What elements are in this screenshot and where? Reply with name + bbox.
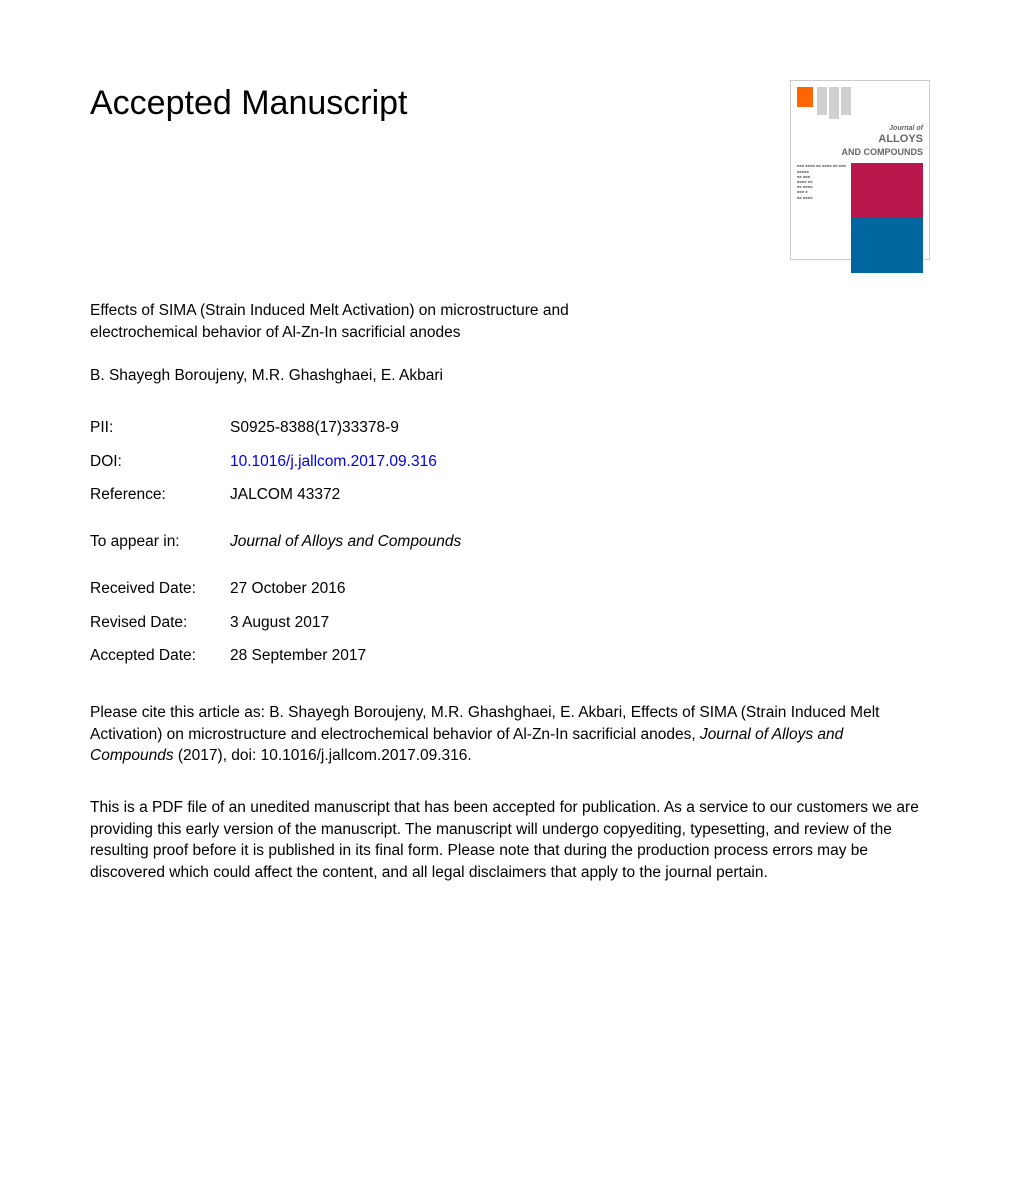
cover-color-block — [851, 163, 923, 273]
page-title: Accepted Manuscript — [90, 80, 408, 128]
pii-value: S0925-8388(17)33378-9 — [230, 417, 399, 439]
doi-link[interactable]: 10.1016/j.jallcom.2017.09.316 — [230, 451, 437, 473]
citation-block: Please cite this article as: B. Shayegh … — [90, 702, 930, 767]
revised-label: Revised Date: — [90, 612, 230, 634]
metadata-row-reference: Reference: JALCOM 43372 — [90, 484, 930, 506]
disclaimer-block: This is a PDF file of an unedited manusc… — [90, 797, 930, 884]
metadata-row-doi: DOI: 10.1016/j.jallcom.2017.09.316 — [90, 451, 930, 473]
reference-label: Reference: — [90, 484, 230, 506]
journal-title-line1: Journal of — [797, 125, 923, 133]
metadata-row-revised: Revised Date: 3 August 2017 — [90, 612, 930, 634]
appear-in-table: To appear in: Journal of Alloys and Comp… — [90, 531, 930, 553]
cover-lower: ■■■ ■■■■ ■■ ■■■■ ■■ ■■■ ■■■■■■■ ■■■■■■■ … — [797, 163, 923, 273]
cover-bar — [817, 87, 827, 115]
metadata-row-received: Received Date: 27 October 2016 — [90, 578, 930, 600]
dates-table: Received Date: 27 October 2016 Revised D… — [90, 578, 930, 667]
metadata-row-appear: To appear in: Journal of Alloys and Comp… — [90, 531, 930, 553]
article-title: Effects of SIMA (Strain Induced Melt Act… — [90, 300, 650, 343]
journal-cover-thumbnail: Journal of ALLOYS AND COMPOUNDS ■■■ ■■■■… — [790, 80, 930, 260]
cover-pink-box — [851, 163, 923, 218]
journal-cover-title: Journal of ALLOYS AND COMPOUNDS — [797, 125, 923, 157]
authors: B. Shayegh Boroujeny, M.R. Ghashghaei, E… — [90, 365, 930, 387]
metadata-row-pii: PII: S0925-8388(17)33378-9 — [90, 417, 930, 439]
metadata-row-accepted: Accepted Date: 28 September 2017 — [90, 645, 930, 667]
cover-bar — [841, 87, 851, 115]
appear-value: Journal of Alloys and Compounds — [230, 531, 461, 553]
elsevier-logo-icon — [797, 87, 813, 107]
cover-text-block: ■■■ ■■■■ ■■ ■■■■ ■■ ■■■ ■■■■■■■ ■■■■■■■ … — [797, 163, 847, 273]
cover-bar — [829, 87, 839, 119]
metadata-table: PII: S0925-8388(17)33378-9 DOI: 10.1016/… — [90, 417, 930, 506]
cover-blue-box — [851, 218, 923, 273]
accepted-label: Accepted Date: — [90, 645, 230, 667]
cover-header — [797, 87, 923, 117]
doi-label: DOI: — [90, 451, 230, 473]
journal-title-line3: AND COMPOUNDS — [797, 147, 923, 158]
journal-title-line2: ALLOYS — [797, 133, 923, 146]
received-value: 27 October 2016 — [230, 578, 345, 600]
received-label: Received Date: — [90, 578, 230, 600]
reference-value: JALCOM 43372 — [230, 484, 340, 506]
accepted-value: 28 September 2017 — [230, 645, 366, 667]
pii-label: PII: — [90, 417, 230, 439]
header-row: Accepted Manuscript Journal of ALLOYS AN… — [90, 80, 930, 260]
revised-value: 3 August 2017 — [230, 612, 329, 634]
cover-bars — [817, 87, 851, 119]
appear-label: To appear in: — [90, 531, 230, 553]
citation-suffix: (2017), doi: 10.1016/j.jallcom.2017.09.3… — [174, 747, 472, 764]
